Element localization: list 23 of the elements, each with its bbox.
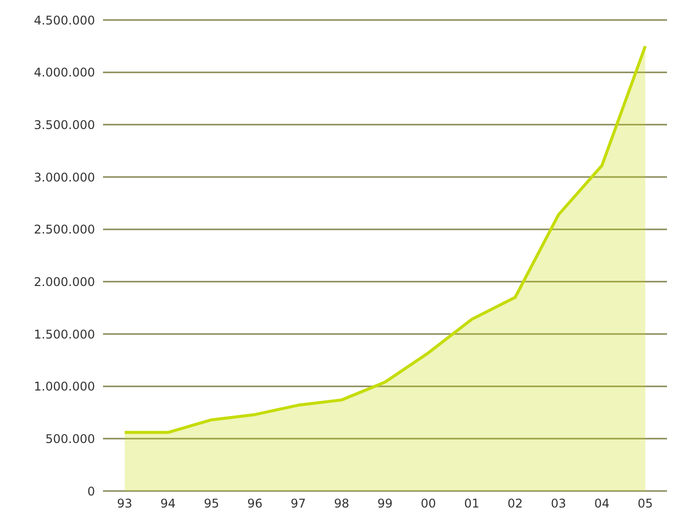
x-tick-label: 04 [594,496,610,511]
y-tick-label: 500.000 [45,432,95,446]
y-tick-label: 0 [87,484,95,498]
x-tick-label: 93 [117,496,132,511]
y-tick-label: 3.000.000 [34,170,95,184]
x-tick-label: 05 [638,496,653,511]
x-tick-label: 99 [377,496,393,511]
x-tick-label: 00 [420,496,436,511]
y-tick-label: 2.000.000 [34,274,95,289]
x-tick-label: 96 [247,496,262,511]
y-tick-label: 1.500.000 [34,327,95,342]
x-tick-label: 94 [160,496,176,511]
x-tick-label: 02 [508,496,523,511]
x-tick-label: 98 [334,496,350,511]
x-tick-label: 97 [290,496,306,511]
y-tick-label: 4.500.000 [34,13,95,28]
x-tick-label: 01 [464,496,480,511]
y-tick-label: 4.000.000 [34,66,95,80]
y-tick-label: 1.000.000 [34,380,95,394]
x-tick-label: 03 [550,496,566,511]
x-tick-label: 95 [204,496,220,511]
y-tick-label: 3.500.000 [34,118,95,132]
y-tick-label: 2.500.000 [34,222,95,237]
